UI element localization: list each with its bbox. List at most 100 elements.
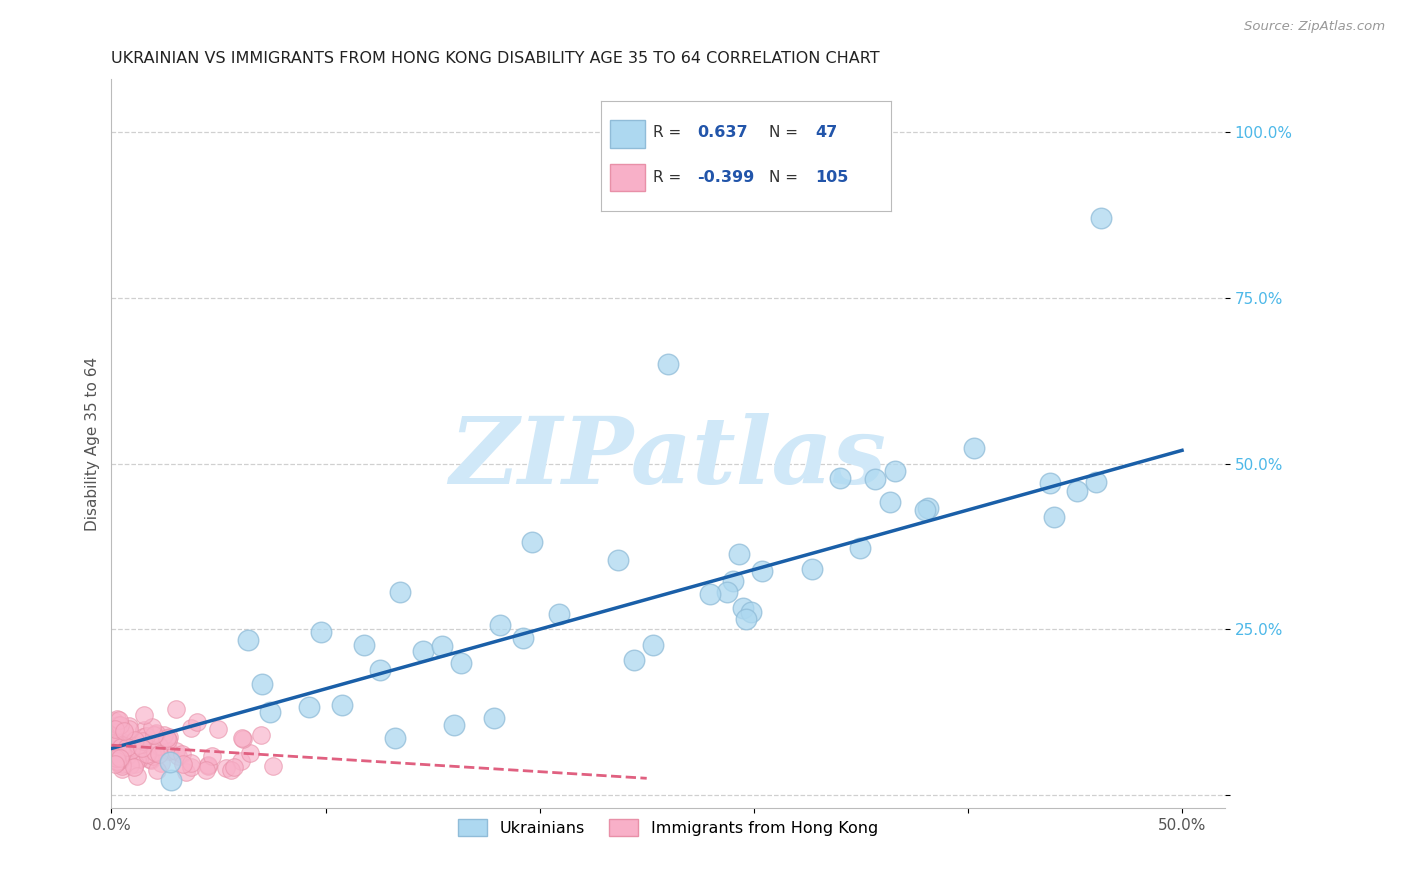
- Point: [146, 763, 169, 777]
- Point: [136, 747, 159, 761]
- Point: [165, 744, 187, 758]
- Point: [111, 731, 134, 746]
- Point: [167, 748, 190, 763]
- Point: [917, 500, 939, 515]
- Text: UKRAINIAN VS IMMIGRANTS FROM HONG KONG DISABILITY AGE 35 TO 64 CORRELATION CHART: UKRAINIAN VS IMMIGRANTS FROM HONG KONG D…: [111, 51, 880, 66]
- Point: [118, 738, 141, 752]
- Point: [104, 757, 127, 772]
- Point: [180, 756, 202, 770]
- Point: [1090, 211, 1112, 226]
- Point: [153, 728, 176, 742]
- Point: [849, 541, 872, 556]
- Point: [201, 749, 224, 764]
- Point: [127, 769, 149, 783]
- Point: [879, 495, 901, 509]
- Point: [259, 705, 281, 719]
- Point: [112, 723, 135, 738]
- Point: [124, 732, 146, 747]
- Point: [740, 605, 762, 619]
- Point: [136, 743, 159, 757]
- Point: [963, 442, 986, 456]
- Point: [883, 464, 905, 478]
- Point: [111, 752, 134, 766]
- Point: [117, 740, 139, 755]
- Point: [132, 734, 155, 748]
- Point: [727, 547, 749, 561]
- Point: [103, 737, 125, 751]
- Point: [236, 633, 259, 648]
- Point: [1066, 483, 1088, 498]
- Point: [800, 562, 823, 576]
- Point: [104, 737, 127, 751]
- Text: Source: ZipAtlas.com: Source: ZipAtlas.com: [1244, 20, 1385, 33]
- Point: [751, 564, 773, 578]
- Point: [197, 759, 219, 773]
- Point: [128, 752, 150, 766]
- Point: [111, 746, 134, 760]
- Point: [489, 618, 512, 632]
- Point: [132, 708, 155, 723]
- Point: [159, 772, 181, 787]
- Point: [108, 718, 131, 732]
- Point: [180, 759, 202, 773]
- Point: [1085, 475, 1108, 489]
- Point: [141, 720, 163, 734]
- Point: [132, 723, 155, 737]
- Point: [353, 638, 375, 652]
- Point: [103, 731, 125, 746]
- Point: [112, 739, 135, 753]
- Point: [512, 631, 534, 645]
- Point: [117, 719, 139, 733]
- Point: [142, 749, 165, 764]
- Point: [157, 744, 180, 758]
- Point: [224, 760, 246, 774]
- Point: [111, 739, 134, 753]
- Point: [105, 748, 128, 763]
- Point: [105, 756, 128, 770]
- Point: [384, 731, 406, 745]
- Point: [232, 732, 254, 747]
- Point: [111, 756, 134, 771]
- Point: [194, 763, 217, 777]
- Point: [231, 754, 253, 768]
- Point: [430, 640, 453, 654]
- Point: [172, 756, 194, 771]
- Point: [149, 756, 172, 771]
- Point: [148, 747, 170, 761]
- Point: [641, 638, 664, 652]
- Point: [104, 751, 127, 765]
- Point: [309, 624, 332, 639]
- Point: [298, 699, 321, 714]
- Point: [159, 755, 181, 769]
- Point: [105, 754, 128, 768]
- Point: [138, 752, 160, 766]
- Point: [108, 753, 131, 767]
- Y-axis label: Disability Age 35 to 64: Disability Age 35 to 64: [86, 357, 100, 531]
- Point: [131, 740, 153, 755]
- Point: [1042, 509, 1064, 524]
- Point: [143, 745, 166, 759]
- Point: [716, 585, 738, 599]
- Point: [239, 746, 262, 760]
- Point: [103, 734, 125, 748]
- Point: [143, 728, 166, 742]
- Point: [111, 762, 134, 776]
- Point: [120, 743, 142, 757]
- Point: [197, 758, 219, 772]
- Point: [117, 731, 139, 746]
- Point: [548, 607, 571, 622]
- Point: [450, 657, 472, 671]
- Point: [221, 763, 243, 777]
- Point: [262, 759, 284, 773]
- Point: [124, 757, 146, 772]
- Point: [107, 718, 129, 732]
- Point: [139, 753, 162, 767]
- Point: [735, 612, 758, 626]
- Point: [110, 745, 132, 759]
- Point: [157, 732, 180, 747]
- Point: [250, 677, 273, 691]
- Point: [127, 738, 149, 752]
- Point: [114, 726, 136, 740]
- Point: [103, 714, 125, 729]
- Point: [103, 736, 125, 750]
